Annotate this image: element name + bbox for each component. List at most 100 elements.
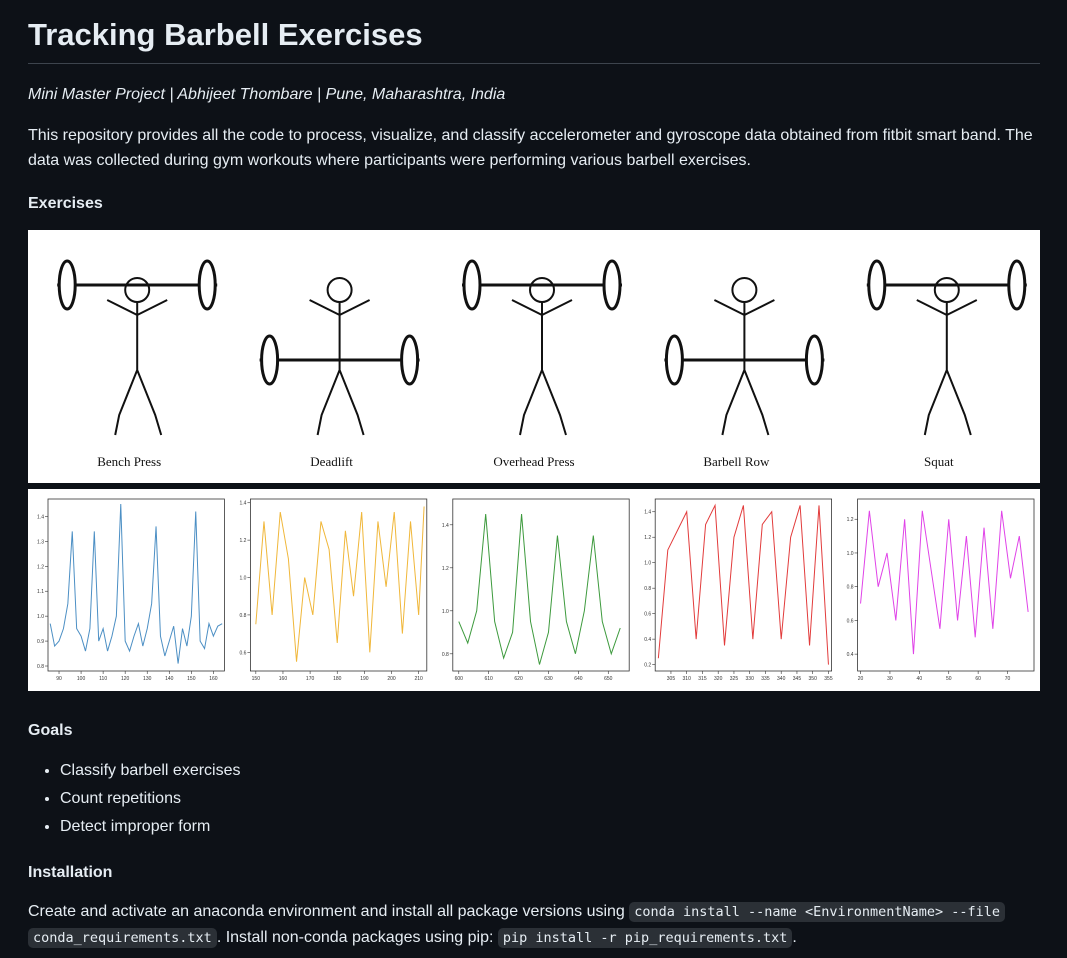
figure-head bbox=[933, 277, 960, 303]
plate bbox=[1007, 259, 1027, 311]
x-tick-label: 330 bbox=[746, 676, 755, 682]
signal-line bbox=[657, 503, 829, 665]
signal-charts: 0.8 0.9 1.0 1.1 1.2 1.3 1.4 90 100 110 120 130 140 15… bbox=[28, 489, 1040, 691]
y-tick-label: 1.4 bbox=[644, 510, 651, 516]
y-tick-label: 1.2 bbox=[37, 564, 44, 570]
plate bbox=[867, 259, 887, 311]
x-tick-label: 315 bbox=[698, 676, 707, 682]
y-tick-label: 0.8 bbox=[37, 664, 44, 670]
x-tick-label: 325 bbox=[730, 676, 739, 682]
y-tick-label: 1.4 bbox=[37, 514, 44, 520]
x-tick-label: 355 bbox=[824, 676, 833, 682]
y-tick-label: 0.8 bbox=[239, 613, 246, 619]
y-tick-label: 0.2 bbox=[644, 663, 651, 669]
y-tick-label: 1.0 bbox=[847, 551, 854, 557]
x-tick-label: 180 bbox=[333, 676, 342, 682]
x-tick-label: 630 bbox=[544, 676, 553, 682]
y-tick-label: 1.0 bbox=[239, 576, 246, 582]
x-tick-label: 620 bbox=[514, 676, 523, 682]
x-tick-label: 120 bbox=[121, 676, 130, 682]
y-tick-label: 0.6 bbox=[239, 650, 246, 656]
x-tick-label: 70 bbox=[1005, 676, 1011, 682]
x-tick-label: 60 bbox=[975, 676, 981, 682]
y-tick-label: 0.6 bbox=[644, 612, 651, 618]
x-tick-label: 210 bbox=[414, 676, 423, 682]
x-tick-label: 30 bbox=[887, 676, 893, 682]
heading: Exercises bbox=[28, 195, 103, 212]
x-tick-label: 340 bbox=[777, 676, 786, 682]
plot-frame bbox=[452, 498, 630, 672]
figure-body bbox=[309, 299, 371, 436]
x-tick-label: 160 bbox=[279, 676, 288, 682]
plot-frame bbox=[47, 498, 225, 672]
x-tick-label: 170 bbox=[306, 676, 315, 682]
x-tick-label: 50 bbox=[946, 676, 952, 682]
signal-line bbox=[255, 506, 425, 662]
x-tick-label: 160 bbox=[209, 676, 218, 682]
plate bbox=[462, 259, 482, 311]
y-tick-label: 1.4 bbox=[442, 523, 449, 529]
goal-list: Classify barbell exercises Count repetit… bbox=[28, 757, 1040, 841]
plot-frame bbox=[654, 498, 833, 672]
exercise-name: Squat bbox=[924, 454, 954, 469]
code: pip install -r pip_requirements.txt bbox=[497, 928, 793, 948]
x-tick-label: 140 bbox=[165, 676, 174, 682]
exercise-name: Barbell Row bbox=[703, 454, 770, 469]
x-tick-label: 190 bbox=[360, 676, 369, 682]
x-tick-label: 90 bbox=[56, 676, 62, 682]
x-tick-label: 600 bbox=[455, 676, 464, 682]
plate bbox=[804, 334, 824, 386]
x-tick-label: 110 bbox=[99, 676, 107, 682]
plot-frame bbox=[857, 498, 1035, 672]
heading: Goals bbox=[28, 722, 73, 739]
signal-line bbox=[49, 503, 223, 664]
figure-head bbox=[124, 277, 151, 303]
figure-body bbox=[511, 299, 573, 436]
plate bbox=[602, 259, 622, 311]
y-tick-label: 0.4 bbox=[847, 652, 854, 658]
x-tick-label: 150 bbox=[187, 676, 196, 682]
subtitle: Mini Master Project | Abhijeet Thombare … bbox=[28, 86, 506, 103]
x-tick-label: 20 bbox=[858, 676, 864, 682]
exercise-name: Deadlift bbox=[310, 454, 353, 469]
x-tick-label: 150 bbox=[252, 676, 261, 682]
signal-line bbox=[860, 510, 1029, 655]
heading: Installation bbox=[28, 864, 113, 881]
x-tick-label: 320 bbox=[714, 676, 723, 682]
x-tick-label: 610 bbox=[485, 676, 494, 682]
x-tick-label: 650 bbox=[604, 676, 613, 682]
plate bbox=[197, 259, 217, 311]
exercise-name: Bench Press bbox=[97, 454, 161, 469]
plot-frame bbox=[249, 498, 428, 672]
installation-text: Create and activate an anaconda environm… bbox=[28, 899, 1040, 951]
y-tick-label: 1.2 bbox=[847, 517, 854, 523]
y-tick-label: 0.6 bbox=[847, 618, 854, 624]
y-tick-label: 0.8 bbox=[644, 586, 651, 592]
exercise-illustration: Bench Press Deadlift Overhead Press Barbell… bbox=[28, 230, 1040, 483]
figure-head bbox=[529, 277, 555, 303]
y-tick-label: 1.2 bbox=[442, 566, 449, 572]
x-tick-label: 350 bbox=[809, 676, 818, 682]
figure-body bbox=[713, 299, 775, 436]
figure-head bbox=[731, 277, 758, 303]
x-tick-label: 305 bbox=[667, 676, 676, 682]
goal: Detect improper form bbox=[60, 813, 1040, 841]
figure-body bbox=[106, 299, 168, 436]
text: . bbox=[792, 929, 797, 946]
y-tick-label: 1.4 bbox=[239, 501, 246, 507]
x-tick-label: 200 bbox=[387, 676, 396, 682]
x-tick-label: 345 bbox=[793, 676, 802, 682]
y-tick-label: 0.8 bbox=[442, 652, 449, 658]
y-tick-label: 0.8 bbox=[847, 585, 854, 591]
x-tick-label: 100 bbox=[77, 676, 86, 682]
x-tick-label: 640 bbox=[574, 676, 583, 682]
plate bbox=[664, 334, 684, 386]
y-tick-label: 1.2 bbox=[239, 538, 246, 544]
text: . Install non-conda packages using pip: bbox=[216, 929, 498, 946]
signal-line bbox=[458, 514, 621, 665]
text: Create and activate an anaconda environm… bbox=[28, 903, 630, 920]
x-tick-label: 310 bbox=[683, 676, 692, 682]
y-tick-label: 0.9 bbox=[37, 639, 44, 645]
plate bbox=[57, 259, 77, 311]
